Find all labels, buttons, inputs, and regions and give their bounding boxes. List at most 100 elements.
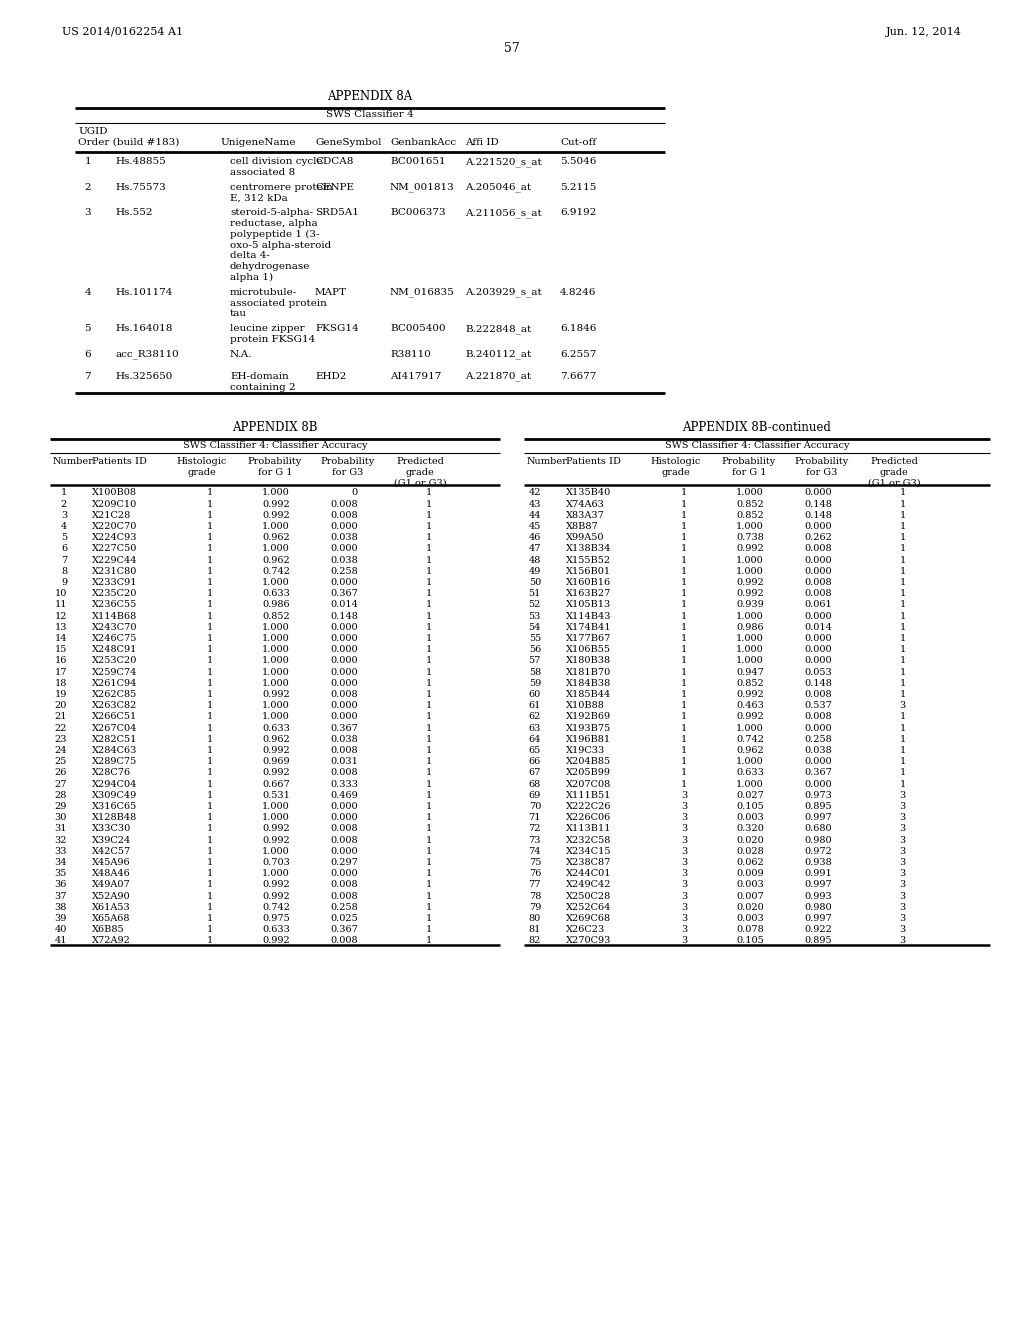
Text: 16: 16 — [54, 656, 67, 665]
Text: 70: 70 — [528, 803, 541, 810]
Text: 0.105: 0.105 — [736, 803, 764, 810]
Text: 5: 5 — [60, 533, 67, 543]
Text: 0.000: 0.000 — [331, 813, 358, 822]
Text: 1: 1 — [207, 925, 213, 935]
Text: 1: 1 — [426, 690, 432, 700]
Text: X155B52: X155B52 — [566, 556, 611, 565]
Text: 45: 45 — [528, 521, 541, 531]
Text: Probability
for G3: Probability for G3 — [321, 458, 375, 477]
Text: 14: 14 — [54, 634, 67, 643]
Text: 5.2115: 5.2115 — [560, 182, 596, 191]
Text: 0.852: 0.852 — [736, 499, 764, 508]
Text: 0.000: 0.000 — [331, 578, 358, 587]
Text: X28C76: X28C76 — [92, 768, 131, 777]
Text: 0.003: 0.003 — [736, 813, 764, 822]
Text: X316C65: X316C65 — [92, 803, 137, 810]
Text: 1: 1 — [426, 589, 432, 598]
Text: 79: 79 — [528, 903, 541, 912]
Text: 0.000: 0.000 — [331, 713, 358, 722]
Text: 3: 3 — [900, 858, 906, 867]
Text: 0.008: 0.008 — [331, 768, 358, 777]
Text: 0.148: 0.148 — [804, 511, 831, 520]
Text: 0.008: 0.008 — [331, 511, 358, 520]
Text: 1: 1 — [207, 791, 213, 800]
Text: 18: 18 — [54, 678, 67, 688]
Text: 0.962: 0.962 — [262, 735, 290, 743]
Text: 1: 1 — [681, 488, 687, 498]
Text: 0.008: 0.008 — [805, 544, 831, 553]
Text: 1: 1 — [900, 544, 906, 553]
Text: 1: 1 — [207, 690, 213, 700]
Text: 41: 41 — [54, 936, 67, 945]
Text: 0.000: 0.000 — [331, 701, 358, 710]
Text: 1.000: 1.000 — [262, 623, 290, 632]
Text: 1: 1 — [426, 925, 432, 935]
Text: 39: 39 — [54, 913, 67, 923]
Text: 1: 1 — [207, 533, 213, 543]
Text: X19C33: X19C33 — [566, 746, 605, 755]
Text: 1: 1 — [681, 701, 687, 710]
Text: CENPE: CENPE — [315, 182, 354, 191]
Text: 1: 1 — [426, 533, 432, 543]
Text: 1: 1 — [900, 589, 906, 598]
Text: 3: 3 — [900, 813, 906, 822]
Text: 1: 1 — [900, 668, 906, 677]
Text: 0.008: 0.008 — [805, 713, 831, 722]
Text: 1: 1 — [426, 758, 432, 766]
Text: 1: 1 — [681, 623, 687, 632]
Text: 0.148: 0.148 — [804, 499, 831, 508]
Text: 0.742: 0.742 — [262, 566, 290, 576]
Text: 0.922: 0.922 — [804, 925, 831, 935]
Text: X205B99: X205B99 — [566, 768, 611, 777]
Text: 1: 1 — [681, 656, 687, 665]
Text: 0.000: 0.000 — [331, 678, 358, 688]
Text: 59: 59 — [528, 678, 541, 688]
Text: 0.333: 0.333 — [330, 780, 358, 788]
Text: SWS Classifier 4: Classifier Accuracy: SWS Classifier 4: Classifier Accuracy — [665, 441, 849, 450]
Text: X163B27: X163B27 — [566, 589, 611, 598]
Text: 17: 17 — [54, 668, 67, 677]
Text: UGID: UGID — [78, 127, 108, 136]
Text: 1: 1 — [60, 488, 67, 498]
Text: 1.000: 1.000 — [736, 634, 764, 643]
Text: 1: 1 — [207, 668, 213, 677]
Text: 1: 1 — [84, 157, 91, 166]
Text: 3: 3 — [681, 913, 687, 923]
Text: 13: 13 — [54, 623, 67, 632]
Text: 6: 6 — [60, 544, 67, 553]
Text: X289C75: X289C75 — [92, 758, 137, 766]
Text: 1: 1 — [207, 656, 213, 665]
Text: 0.003: 0.003 — [736, 880, 764, 890]
Text: 67: 67 — [528, 768, 541, 777]
Text: 0.667: 0.667 — [262, 780, 290, 788]
Text: 0.003: 0.003 — [736, 913, 764, 923]
Text: 1: 1 — [681, 645, 687, 655]
Text: 77: 77 — [528, 880, 541, 890]
Text: 1: 1 — [207, 634, 213, 643]
Text: 1: 1 — [207, 645, 213, 655]
Text: Patients ID: Patients ID — [566, 458, 621, 466]
Text: 40: 40 — [54, 925, 67, 935]
Text: 1: 1 — [900, 511, 906, 520]
Text: 0.367: 0.367 — [330, 925, 358, 935]
Text: MAPT: MAPT — [315, 288, 347, 297]
Text: 1: 1 — [207, 701, 213, 710]
Text: 0.969: 0.969 — [262, 758, 290, 766]
Text: X282C51: X282C51 — [92, 735, 137, 743]
Text: Number: Number — [53, 458, 94, 466]
Text: X266C51: X266C51 — [92, 713, 137, 722]
Text: 3: 3 — [681, 925, 687, 935]
Text: 1: 1 — [681, 768, 687, 777]
Text: 1: 1 — [207, 578, 213, 587]
Text: 1.000: 1.000 — [262, 488, 290, 498]
Text: 1: 1 — [207, 511, 213, 520]
Text: 0.986: 0.986 — [262, 601, 290, 610]
Text: 1: 1 — [900, 601, 906, 610]
Text: X259C74: X259C74 — [92, 668, 137, 677]
Text: 34: 34 — [54, 858, 67, 867]
Text: 1: 1 — [900, 656, 906, 665]
Text: X181B70: X181B70 — [566, 668, 611, 677]
Text: 1: 1 — [426, 847, 432, 855]
Text: 3: 3 — [900, 869, 906, 878]
Text: 1: 1 — [426, 803, 432, 810]
